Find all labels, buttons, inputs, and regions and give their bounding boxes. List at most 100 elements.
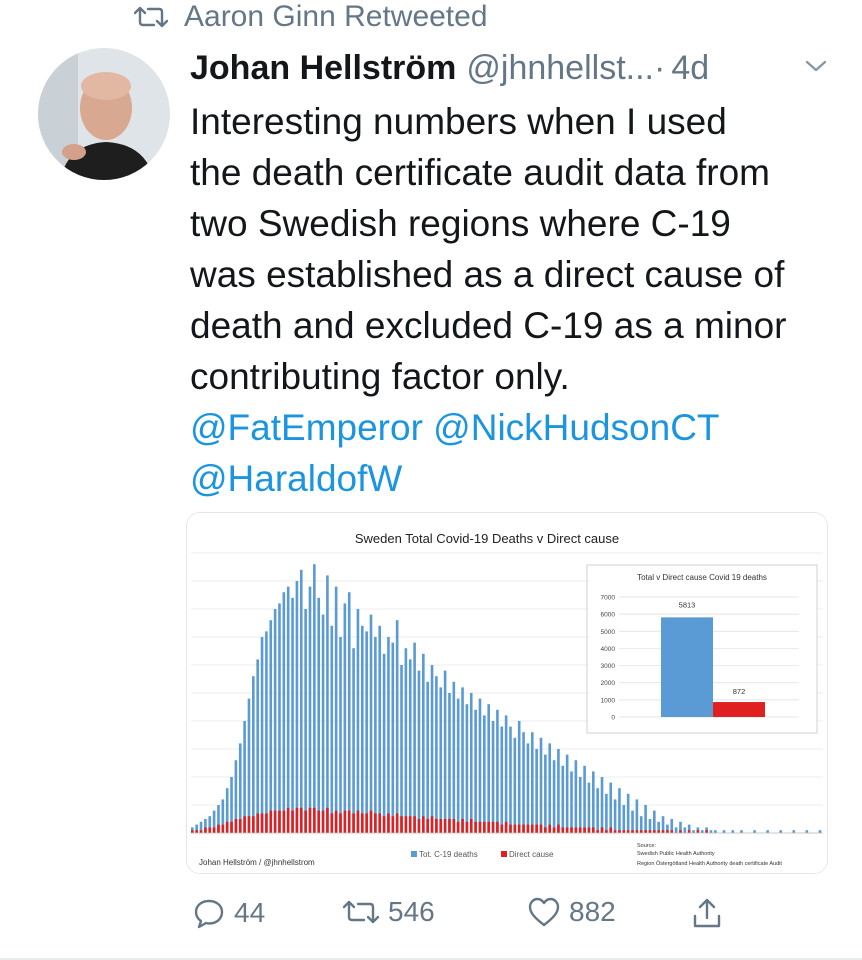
bar-direct — [465, 821, 469, 833]
bar-direct — [208, 827, 212, 833]
bar-direct — [195, 830, 198, 833]
bar-total — [352, 648, 355, 833]
bar-total — [674, 827, 678, 833]
bar-total — [618, 788, 621, 833]
bar-total — [339, 637, 342, 833]
bar-total — [217, 805, 220, 833]
bar-total — [448, 693, 451, 833]
bar-direct — [657, 830, 660, 833]
bar-total — [570, 771, 573, 833]
bar-total — [687, 824, 691, 833]
bar-direct — [600, 827, 604, 833]
bar-total — [286, 586, 290, 833]
chevron-down-icon[interactable] — [804, 58, 828, 74]
bar-total — [195, 824, 198, 833]
reply-button[interactable]: 44 — [192, 896, 265, 930]
source-line: Swedish Public Health Authority — [637, 851, 715, 857]
mention-links[interactable]: @FatEmperor @NickHudsonCT — [190, 407, 720, 448]
bar-total — [365, 631, 368, 833]
bar-direct — [278, 810, 281, 833]
mention-link[interactable]: @HaraldofW — [190, 458, 403, 499]
like-button[interactable]: 882 — [527, 896, 616, 928]
tweet-header: Johan Hellström @jhnhellst... · 4d — [190, 44, 830, 92]
bar-direct — [308, 807, 312, 833]
bar-total — [766, 830, 769, 833]
bar-total — [487, 704, 491, 833]
bar-direct — [539, 824, 543, 833]
bar-total — [291, 597, 294, 833]
bar-total — [204, 819, 207, 833]
inset-y-tick: 3000 — [601, 663, 616, 670]
bar-direct — [644, 830, 647, 833]
bar-direct — [456, 821, 460, 833]
bar-direct — [408, 816, 412, 833]
bar-total — [509, 726, 512, 833]
bar-total — [374, 637, 377, 833]
bar-direct — [513, 824, 517, 833]
bar-direct — [295, 807, 299, 833]
bar-direct — [613, 830, 617, 833]
bar-direct — [430, 816, 434, 833]
bar-total — [661, 816, 665, 833]
bar-total — [400, 665, 403, 833]
bar-total — [299, 569, 303, 833]
bar-direct — [260, 813, 264, 833]
tweet-age[interactable]: 4d — [671, 48, 710, 87]
bar-total — [225, 788, 229, 833]
chart-title: Sweden Total Covid-19 Deaths v Direct ca… — [355, 531, 619, 546]
bar-direct — [583, 827, 586, 833]
bar-total — [522, 732, 525, 833]
inset-data-label: 5813 — [679, 600, 696, 609]
share-button[interactable] — [692, 896, 730, 930]
author-name[interactable]: Johan Hellström — [190, 48, 457, 87]
avatar[interactable] — [38, 48, 170, 180]
bar-direct — [552, 827, 556, 833]
tweet-text: Interesting numbers when I used the deat… — [190, 96, 840, 504]
chart-image[interactable]: Sweden Total Covid-19 Deaths v Direct ca… — [186, 512, 828, 874]
bar-total — [709, 830, 713, 833]
bar-direct — [313, 807, 316, 833]
bar-total — [435, 676, 438, 833]
bar-total — [260, 637, 264, 833]
bar-total — [670, 819, 674, 833]
tweet-actions: 44 546 882 — [192, 896, 752, 936]
bar-direct — [273, 810, 277, 833]
bar-direct — [347, 810, 351, 833]
reply-icon — [194, 899, 224, 929]
bar-direct — [574, 827, 578, 833]
bar-total — [635, 799, 639, 833]
retweet-button[interactable]: 546 — [342, 896, 435, 928]
bar-total — [609, 782, 613, 833]
bar-direct — [343, 810, 347, 833]
bar-direct — [504, 821, 508, 833]
tweet-line: death and excluded C-19 as a minor — [190, 305, 787, 346]
inset-y-tick: 6000 — [601, 612, 616, 619]
bar-direct — [221, 824, 225, 833]
bar-total — [208, 816, 212, 833]
bar-total — [700, 830, 704, 833]
bar-total — [469, 693, 473, 833]
retweet-context[interactable]: Aaron Ginn Retweeted — [134, 0, 488, 34]
bar-direct — [578, 827, 582, 833]
bar-direct — [496, 821, 499, 833]
bar-total — [626, 793, 630, 833]
bar-direct — [400, 816, 403, 833]
bar-total — [422, 653, 425, 833]
bar-direct — [360, 813, 364, 833]
bar-total — [583, 765, 586, 833]
bar-total — [544, 754, 547, 833]
bar-direct — [286, 807, 290, 833]
bar-total — [561, 765, 565, 833]
bar-direct — [413, 816, 416, 833]
bar-direct — [435, 819, 438, 833]
bar-total — [382, 653, 386, 833]
bar-total — [199, 821, 203, 833]
bar-total — [343, 603, 347, 833]
retweet-count: 546 — [388, 896, 435, 927]
bar-total — [557, 749, 560, 833]
bar-direct — [387, 813, 390, 833]
bar-direct — [448, 819, 451, 833]
bar-direct — [356, 810, 360, 833]
legend-swatch-total — [411, 851, 417, 857]
author-handle[interactable]: @jhnhellst... — [466, 48, 654, 87]
